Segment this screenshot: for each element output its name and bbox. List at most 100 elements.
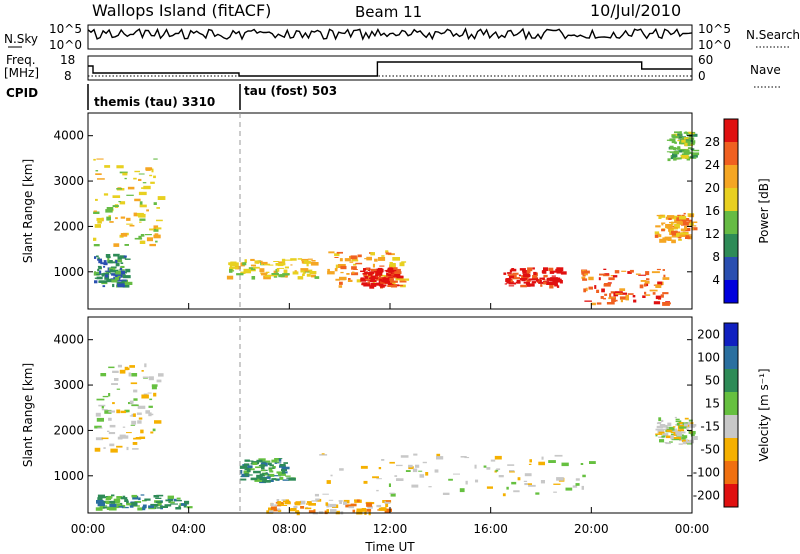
- power-echo-cell: [639, 284, 644, 289]
- power-colorbar-tick: 28: [705, 135, 720, 149]
- power-echo-cell: [688, 133, 691, 137]
- velocity-echo-cell: [486, 467, 491, 470]
- velocity-echo-cell: [269, 467, 275, 469]
- power-echo-cell: [673, 226, 679, 229]
- power-echo-cell: [523, 281, 530, 284]
- velocity-echo-cell: [295, 510, 300, 514]
- power-echo-cell: [94, 280, 98, 284]
- velocity-echo-cell: [666, 429, 672, 432]
- velocity-echo-cell: [243, 470, 250, 475]
- velocity-echo-cell: [144, 363, 147, 368]
- velocity-echo-cell: [442, 492, 450, 495]
- power-colorbar-label: Power [dB]: [757, 178, 771, 243]
- power-echo-cell: [689, 221, 698, 223]
- power-colorbar-swatch: [724, 165, 738, 188]
- velocity-echo-cell: [116, 496, 123, 499]
- power-echo-cell: [300, 270, 305, 273]
- power-echo-cell: [389, 266, 393, 269]
- velocity-echo-cell: [311, 500, 318, 502]
- velocity-echo-cell: [415, 464, 420, 468]
- velocity-x-ticks: 00:00 04:00 08:00 12:00 16:00 20:00 00:00: [71, 303, 709, 536]
- power-echo-cell: [290, 258, 297, 261]
- power-echo-cell: [387, 267, 394, 272]
- velocity-echo-cell: [140, 429, 144, 434]
- velocity-echo-cell: [413, 453, 418, 456]
- power-echo-cell: [677, 139, 680, 142]
- velocity-ytick-label: 4000: [53, 333, 84, 347]
- power-echo-cell: [614, 270, 620, 274]
- power-echo-cell: [153, 234, 161, 239]
- power-echo-cell: [263, 275, 271, 280]
- velocity-echo-cell: [322, 493, 329, 495]
- velocity-echo-cell: [108, 432, 116, 435]
- power-echo-cell: [338, 285, 343, 288]
- power-echo-cell: [306, 262, 309, 267]
- velocity-echo-cell: [109, 443, 115, 447]
- power-echo-cell: [107, 271, 111, 273]
- velocity-echo-cell: [475, 479, 479, 483]
- velocity-echo-cell: [326, 509, 329, 514]
- power-echo-cell: [153, 225, 159, 229]
- power-echo-region: [360, 267, 404, 289]
- velocity-echo-cell: [288, 508, 296, 512]
- power-echo-cell: [134, 198, 141, 202]
- power-echo-cell: [304, 271, 310, 273]
- power-echo-cell: [242, 262, 247, 266]
- velocity-echo-cell: [513, 490, 520, 493]
- velocity-colorbar-label: Velocity [m s⁻¹]: [757, 368, 771, 461]
- power-echo-cell: [550, 277, 553, 282]
- power-echo-cell: [230, 266, 239, 269]
- power-echo-cell: [668, 225, 673, 227]
- velocity-echo-cell: [411, 484, 419, 488]
- velocity-echo-cell: [498, 475, 504, 478]
- power-echo-cell: [655, 284, 662, 288]
- velocity-echo-cell: [269, 464, 274, 467]
- velocity-echo-cell: [575, 483, 580, 486]
- power-echo-cell: [156, 207, 160, 209]
- power-echo-cell: [669, 231, 673, 236]
- power-echo-cell: [371, 276, 374, 281]
- power-echo-cell: [370, 268, 377, 272]
- power-echo-cell: [662, 292, 669, 295]
- power-echo-cell: [93, 244, 100, 247]
- power-echo-cell: [120, 265, 125, 268]
- power-echo-cell: [665, 301, 670, 303]
- power-echo-cell: [310, 274, 316, 278]
- velocity-echo-cell: [119, 369, 126, 374]
- power-echo-cell: [355, 262, 363, 265]
- velocity-echo-cell: [690, 433, 695, 437]
- velocity-echo-cell: [686, 441, 692, 444]
- power-echo-cell: [344, 258, 351, 262]
- velocity-echo-cell: [690, 431, 696, 435]
- velocity-echo-cell: [246, 466, 249, 470]
- power-echo-cell: [385, 275, 388, 278]
- velocity-y-ticks: 1000 2000 3000 4000: [53, 333, 692, 483]
- power-echo-cell: [673, 157, 677, 161]
- velocity-echo-cell: [113, 498, 121, 503]
- power-ytick-label: 1000: [53, 265, 84, 279]
- velocity-echo-cell: [684, 417, 689, 420]
- velocity-echo-cell: [517, 477, 521, 481]
- power-echo-cell: [543, 274, 548, 278]
- power-colorbar-tick: 4: [712, 273, 720, 287]
- power-echo-cell: [302, 273, 305, 276]
- velocity-echo-cell: [117, 506, 124, 508]
- velocity-echo-cell: [300, 506, 305, 509]
- velocity-echo-cell: [572, 485, 578, 488]
- velocity-echo-cell: [131, 420, 137, 425]
- power-echo-cell: [649, 289, 656, 291]
- velocity-echo-cell: [109, 424, 116, 428]
- velocity-echo-cell: [281, 468, 287, 471]
- velocity-echo-cell: [372, 476, 379, 479]
- velocity-echo-cell: [319, 454, 328, 456]
- velocity-echo-cell: [113, 501, 120, 504]
- velocity-echo-cell: [384, 500, 391, 504]
- power-echo-cell: [133, 212, 137, 217]
- velocity-echo-cell: [385, 500, 391, 502]
- power-echo-cell: [119, 171, 128, 174]
- velocity-echo-cell: [656, 425, 664, 429]
- power-echo-cell: [590, 302, 596, 306]
- power-echo-cell: [581, 272, 585, 275]
- power-echo-cell: [297, 276, 304, 280]
- velocity-echo-cell: [138, 417, 143, 420]
